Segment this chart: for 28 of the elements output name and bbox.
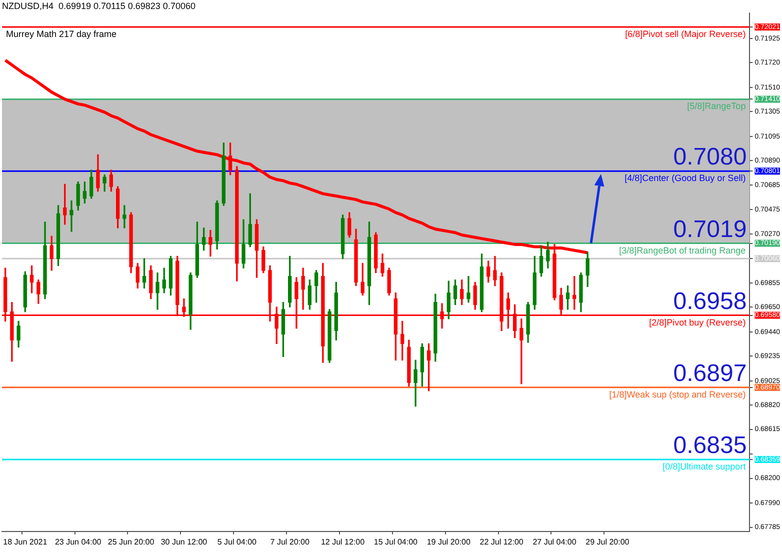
x-tick-label: 23 Jun 04:00 [54,537,102,546]
x-tick-label: 7 Jul 20:00 [270,537,310,546]
annotation: 0.6835 [673,432,747,460]
annotation: 0.6958 [673,288,747,315]
x-tick-label: 15 Jul 04:00 [374,537,418,546]
candlestick [466,276,470,303]
x-tick-label: 19 Jul 20:00 [426,537,471,546]
ref-line-label: [4/8]Center (Good Buy or Sell) [624,173,746,184]
x-tick-label: 29 Jul 20:00 [586,537,630,546]
x-tick-label: 25 Jun 20:00 [108,537,155,546]
ref-line-label: [0/8]Ultimate support [662,461,746,472]
x-tick-label: 30 Jun 12:00 [160,537,208,546]
chart-title: NZDUSD,H4 0.69919 0.70115 0.69823 0.70060 [2,0,196,11]
candlestick [70,200,74,232]
ref-line-label: [5/8]RangeTop [687,101,746,112]
text: Murrey Math 217 day frame [6,28,117,39]
x-tick-label: 18 Jun 2021 [3,537,48,546]
ref-line-label: [1/8]Weak sup (stop and Reverse) [609,389,746,400]
annotation: 0.6897 [673,360,747,387]
ref-line-label: [3/8]RangeBot of trading Range [619,245,746,256]
annotation: 0.7019 [673,216,747,243]
x-tick-label: 27 Jul 04:00 [532,537,577,546]
x-tick-label: 12 Jul 12:00 [320,537,366,546]
x-tick-label: 22 Jul 12:00 [480,537,524,546]
x-tick-label: 5 Jul 04:00 [217,537,258,546]
ref-line-label: [2/8]Pivot buy (Reverse) [649,317,746,328]
annotation: 0.7080 [673,144,747,171]
ref-line-label: [6/8]Pivot sell (Major Reverse) [625,29,746,40]
